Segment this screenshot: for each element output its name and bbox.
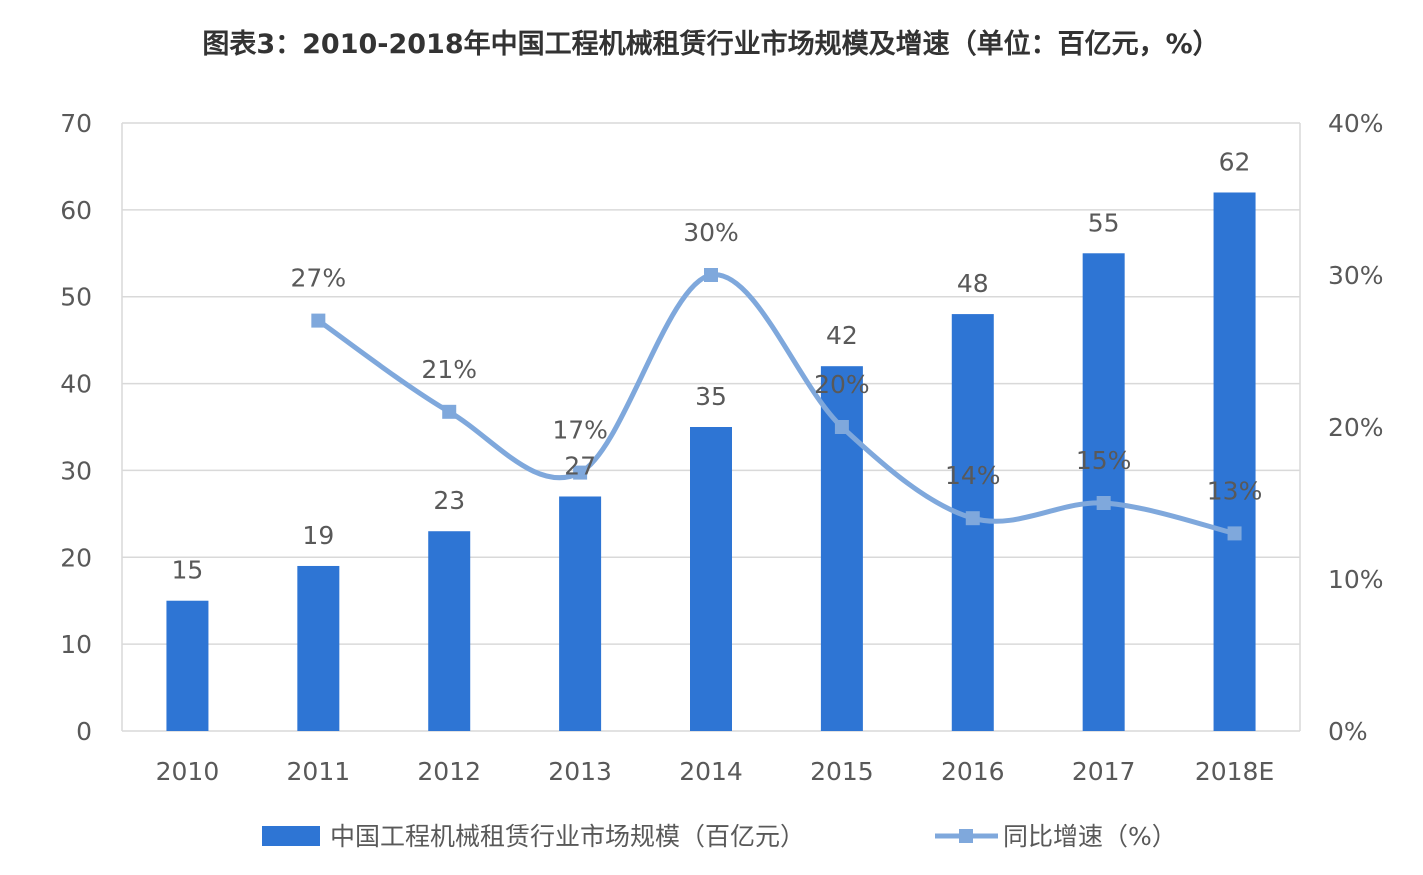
x-axis-category-label: 2014 [679, 757, 743, 786]
legend: 中国工程机械租赁行业市场规模（百亿元） 同比增速（%） [262, 822, 1177, 851]
left-axis-tick-label: 70 [60, 109, 92, 138]
growth-rate-marker [834, 420, 849, 434]
x-axis-category-label: 2015 [810, 757, 874, 786]
growth-rate-label: 20% [814, 370, 870, 399]
right-axis-tick-label: 30% [1328, 261, 1384, 290]
x-axis-category-label: 2018E [1195, 757, 1274, 786]
chart-title: 图表3：2010-2018年中国工程机械租赁行业市场规模及增速（单位：百亿元，%… [202, 28, 1219, 60]
bar-value-label: 48 [957, 269, 989, 298]
growth-rate-label: 27% [291, 264, 347, 293]
left-axis-tick-label: 50 [60, 283, 92, 312]
x-axis-category-label: 2013 [548, 757, 612, 786]
bar-value-label: 19 [302, 521, 334, 550]
legend-bar-label: 中国工程机械租赁行业市场规模（百亿元） [330, 822, 805, 851]
left-axis-tick-label: 20 [60, 543, 92, 572]
data-labels: 15 19 23 27 35 42 48 55 62 27% 21% 17% 30% 20% 14% 15% 1… [172, 147, 1263, 584]
growth-rate-marker [1227, 526, 1242, 541]
left-axis-tick-label: 0 [76, 717, 92, 746]
growth-rate-marker [965, 511, 980, 526]
bar [690, 427, 732, 731]
bar-value-label: 27 [564, 451, 596, 480]
growth-rate-marker [311, 313, 326, 328]
growth-rate-label: 30% [683, 218, 739, 247]
bar-value-label: 23 [433, 486, 465, 515]
x-axis-category-label: 2017 [1072, 757, 1136, 786]
bar [1082, 253, 1125, 732]
legend-line-label: 同比增速（%） [1003, 822, 1177, 851]
growth-rate-line [315, 272, 1238, 536]
left-axis-tick-label: 30 [60, 456, 92, 485]
line-series [311, 268, 1242, 541]
growth-rate-label: 17% [552, 416, 608, 445]
left-axis-tick-label: 10 [60, 630, 92, 659]
bar-value-label: 15 [172, 556, 204, 585]
x-axis-category-label: 2011 [287, 757, 351, 786]
growth-rate-marker [704, 268, 718, 282]
bar-value-label: 55 [1088, 208, 1120, 237]
right-axis-tick-label: 20% [1328, 413, 1384, 442]
bar [1213, 192, 1256, 731]
bar-value-label: 62 [1219, 147, 1251, 176]
legend-line-marker [959, 829, 973, 843]
bar-value-label: 35 [695, 382, 727, 411]
bar [428, 531, 471, 731]
right-axis-tick-label: 40% [1328, 109, 1384, 138]
growth-rate-marker [573, 465, 588, 480]
growth-rate-label: 13% [1207, 476, 1263, 505]
bar [297, 565, 340, 731]
x-axis-category-label: 2010 [156, 757, 220, 786]
right-axis-tick-label: 10% [1328, 565, 1384, 594]
right-axis-tick-label: 0% [1328, 717, 1368, 746]
legend-bar-swatch [262, 826, 320, 846]
left-axis-tick-label: 60 [60, 196, 92, 225]
left-axis-tick-label: 40 [60, 370, 92, 399]
x-axis-category-label: 2012 [417, 757, 481, 786]
growth-rate-label: 21% [421, 355, 477, 384]
bar [559, 496, 602, 731]
growth-rate-label: 15% [1076, 446, 1132, 475]
bar [166, 600, 209, 731]
growth-rate-label: 14% [945, 461, 1001, 490]
bar-value-label: 42 [826, 321, 858, 350]
growth-rate-marker [1096, 496, 1111, 510]
growth-rate-marker [442, 404, 457, 419]
axis-ticks: 0 10 20 30 40 50 60 70 0% 10% 20% 30% 40% 2010 2011 201… [60, 109, 1383, 786]
x-axis-category-label: 2016 [941, 757, 1005, 786]
